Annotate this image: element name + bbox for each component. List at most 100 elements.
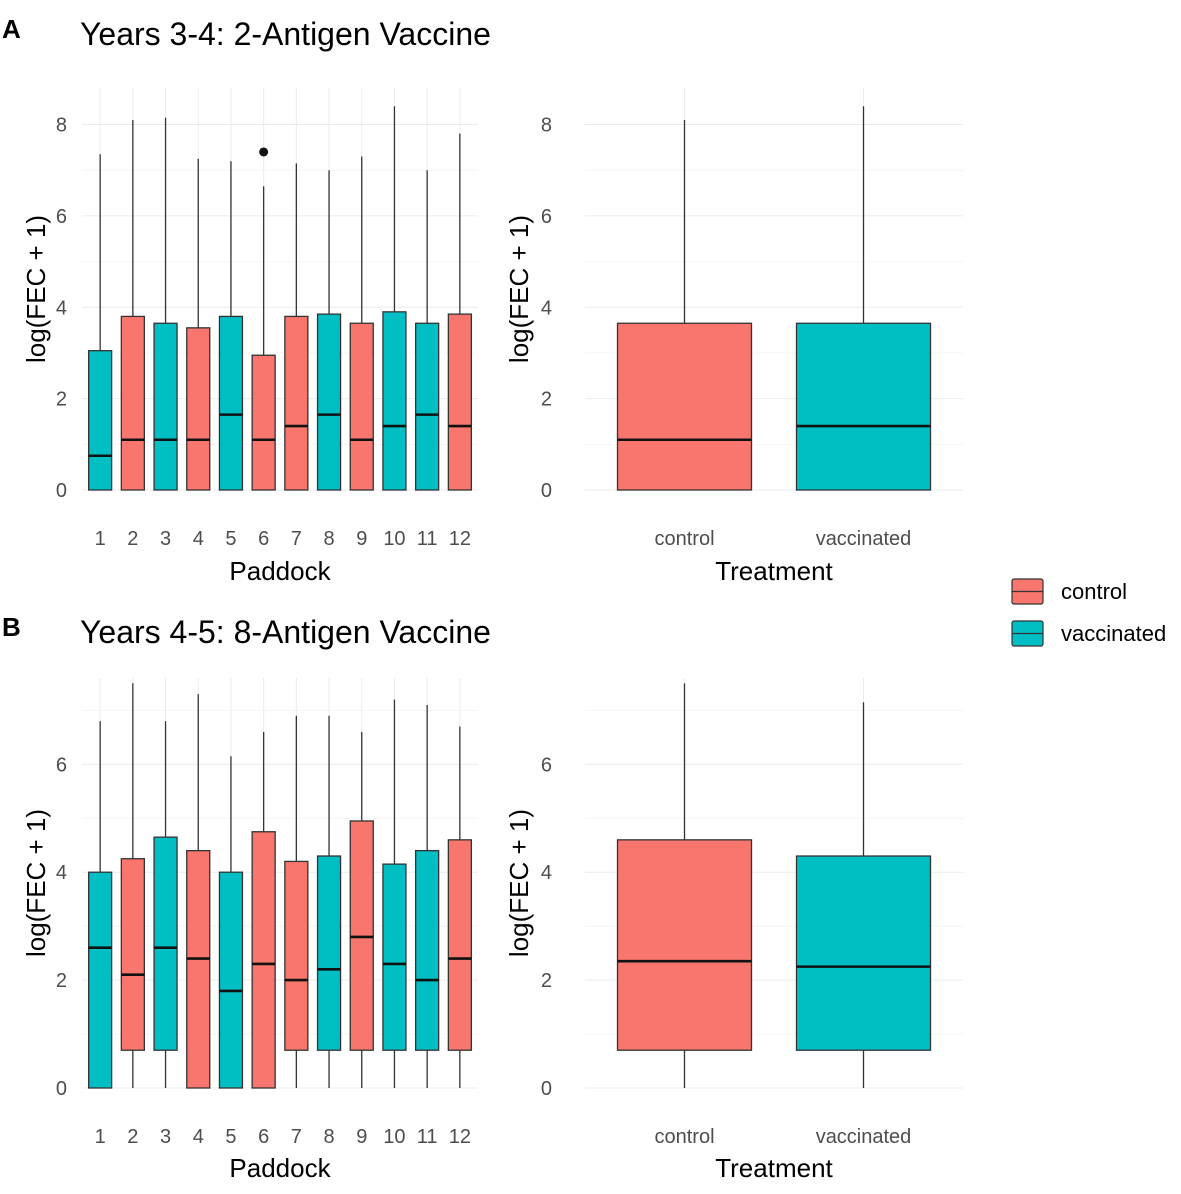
box-iqr (382, 311, 407, 491)
box-iqr (284, 860, 309, 1051)
box-iqr (795, 322, 932, 491)
box-b-4 (186, 694, 211, 1089)
box-a-1 (88, 154, 113, 491)
box-a-4 (186, 158, 211, 491)
y-tick-label: 0 (56, 480, 67, 502)
y-tick-label: 6 (56, 206, 67, 228)
box-iqr (218, 871, 244, 1089)
y-tick-label: 0 (56, 1078, 67, 1100)
y-axis-title: log(FEC + 1) (21, 215, 51, 363)
box-a-6 (251, 147, 276, 491)
box-b-11 (414, 704, 440, 1088)
box-a-3 (153, 117, 178, 491)
treatment-boxplot-a: 0 2 4 6 8 log(FEC + 1) control vaccinated Treatm… (504, 88, 963, 586)
x-tick-label: 8 (323, 1126, 334, 1148)
y-tick-label: 6 (56, 754, 67, 776)
box-iqr (88, 350, 113, 491)
box-iqr (349, 322, 374, 491)
box-b-10 (382, 699, 407, 1088)
legend: control vaccinated (1011, 578, 1166, 647)
x-tick-label: 9 (356, 528, 367, 550)
box-a-7 (284, 163, 309, 491)
box-iqr (349, 820, 374, 1051)
y-tick-label: 6 (541, 206, 552, 228)
x-tick-label: 6 (258, 1126, 269, 1148)
legend-label-control: control (1061, 579, 1127, 604)
x-axis-title: Paddock (229, 556, 331, 586)
x-tick-label: control (654, 528, 714, 550)
y-axis-title: log(FEC + 1) (504, 809, 534, 957)
box-a-12 (447, 133, 473, 491)
box-iqr (616, 839, 753, 1051)
box-iqr (120, 315, 145, 491)
box-iqr (186, 849, 211, 1089)
x-tick-label: 4 (193, 528, 204, 550)
box-b-1 (88, 721, 113, 1089)
y-tick-label: 4 (541, 297, 552, 319)
box-a-2 (120, 119, 145, 491)
y-tick-label: 2 (541, 389, 552, 411)
box-b-9 (349, 731, 374, 1088)
x-tick-label: 10 (383, 1126, 405, 1148)
box-a-11 (414, 170, 440, 491)
x-tick-label: 11 (417, 528, 438, 550)
x-tick-label: control (654, 1126, 714, 1148)
box-iqr (316, 313, 342, 491)
y-tick-label: 4 (56, 862, 67, 884)
x-tick-label: 10 (383, 528, 405, 550)
x-tick-label: 2 (127, 1126, 138, 1148)
y-tick-label: 4 (541, 862, 552, 884)
x-tick-label: vaccinated (816, 1126, 912, 1148)
box-a-summary-vaccinated (795, 106, 932, 491)
box-b-12 (447, 726, 473, 1088)
box-iqr (120, 858, 145, 1051)
panel-title-a: Years 3-4: 2-Antigen Vaccine (80, 16, 491, 52)
box-b-7 (284, 715, 309, 1088)
x-tick-label: 7 (291, 528, 302, 550)
x-tick-label: 6 (258, 528, 269, 550)
x-tick-label: 2 (127, 528, 138, 550)
x-tick-label: 1 (95, 528, 106, 550)
x-tick-label: 5 (225, 1126, 236, 1148)
x-tick-label: 7 (291, 1126, 302, 1148)
box-a-8 (316, 170, 342, 491)
box-iqr (414, 849, 440, 1051)
y-tick-label: 6 (541, 754, 552, 776)
y-tick-label: 8 (541, 115, 552, 137)
x-tick-label: 1 (95, 1126, 106, 1148)
y-tick-label: 2 (541, 970, 552, 992)
box-b-6 (251, 731, 276, 1089)
y-axis-title: log(FEC + 1) (21, 809, 51, 957)
box-b-summary-control (616, 683, 753, 1088)
box-iqr (88, 871, 113, 1089)
x-tick-label: 3 (160, 528, 171, 550)
treatment-boxplot-b: 0 2 4 6 log(FEC + 1) control vaccinated Treatme… (504, 678, 963, 1183)
box-iqr (316, 855, 342, 1051)
x-axis-title: Treatment (715, 1153, 833, 1183)
box-iqr (795, 855, 932, 1051)
box-iqr (251, 354, 276, 491)
y-tick-label: 2 (56, 970, 67, 992)
y-tick-label: 8 (56, 115, 67, 137)
x-tick-label: 4 (193, 1126, 204, 1148)
box-a-9 (349, 156, 374, 491)
panel-title-b: Years 4-5: 8-Antigen Vaccine (80, 614, 491, 650)
box-iqr (153, 322, 178, 491)
x-tick-label: 8 (323, 528, 334, 550)
box-b-3 (153, 721, 178, 1088)
y-tick-label: 0 (541, 480, 552, 502)
box-b-2 (120, 683, 145, 1088)
box-iqr (251, 831, 276, 1089)
box-iqr (382, 863, 407, 1051)
box-iqr (447, 313, 473, 491)
x-tick-label: 5 (225, 528, 236, 550)
box-a-10 (382, 106, 407, 491)
y-axis-title: log(FEC + 1) (504, 215, 534, 363)
box-b-8 (316, 715, 342, 1088)
y-tick-label: 4 (56, 297, 67, 319)
box-iqr (153, 836, 178, 1051)
panel-letter-a: A (2, 14, 21, 44)
